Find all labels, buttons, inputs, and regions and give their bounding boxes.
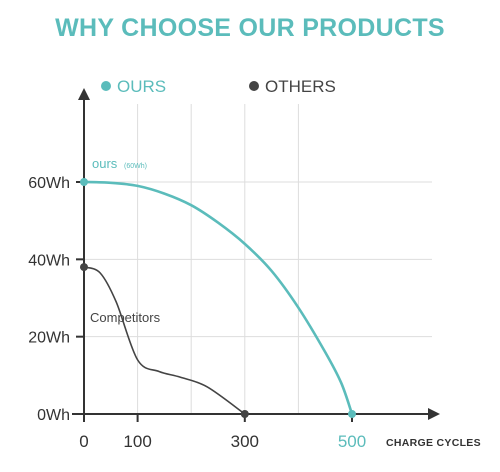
chart-title: WHY CHOOSE OUR PRODUCTS <box>55 14 445 42</box>
series-lines <box>83 180 354 415</box>
legend: OURS OTHERS <box>101 77 336 96</box>
data-point-others <box>80 263 88 272</box>
x-axis-arrow <box>428 408 440 420</box>
series-line-others <box>83 266 246 415</box>
data-point-ours <box>348 410 356 418</box>
tick-labels: 0Wh 20Wh 40Wh 60Wh 0 100 300 500 CHARGE CYCLES <box>28 175 481 451</box>
legend-label-others: OTHERS <box>265 77 336 96</box>
x-tick-label: 100 <box>123 432 151 451</box>
y-tick-label: 60Wh <box>28 175 70 192</box>
series-line-ours <box>83 180 354 415</box>
legend-label-ours: OURS <box>117 77 166 96</box>
annotation-ours: ours <box>92 156 118 171</box>
annotations: ours (60Wh) Competitors <box>90 156 161 325</box>
grid-lines <box>84 104 432 414</box>
y-tick-label: 0Wh <box>37 407 70 424</box>
x-tick-label: 300 <box>231 432 259 451</box>
y-tick-label: 20Wh <box>28 330 70 347</box>
y-tick-label: 40Wh <box>28 252 70 269</box>
data-point-others <box>240 410 249 418</box>
annotation-competitors: Competitors <box>90 310 161 325</box>
x-axis-label: CHARGE CYCLES <box>386 437 481 449</box>
data-points <box>80 178 356 418</box>
legend-marker-ours <box>101 81 111 91</box>
y-axis-arrow <box>78 88 90 100</box>
annotation-ours-subtext: (60Wh) <box>124 163 147 170</box>
legend-marker-others <box>249 81 259 91</box>
data-point-ours <box>80 178 88 186</box>
x-tick-label: 500 <box>338 432 366 451</box>
x-tick-label: 0 <box>79 432 88 451</box>
